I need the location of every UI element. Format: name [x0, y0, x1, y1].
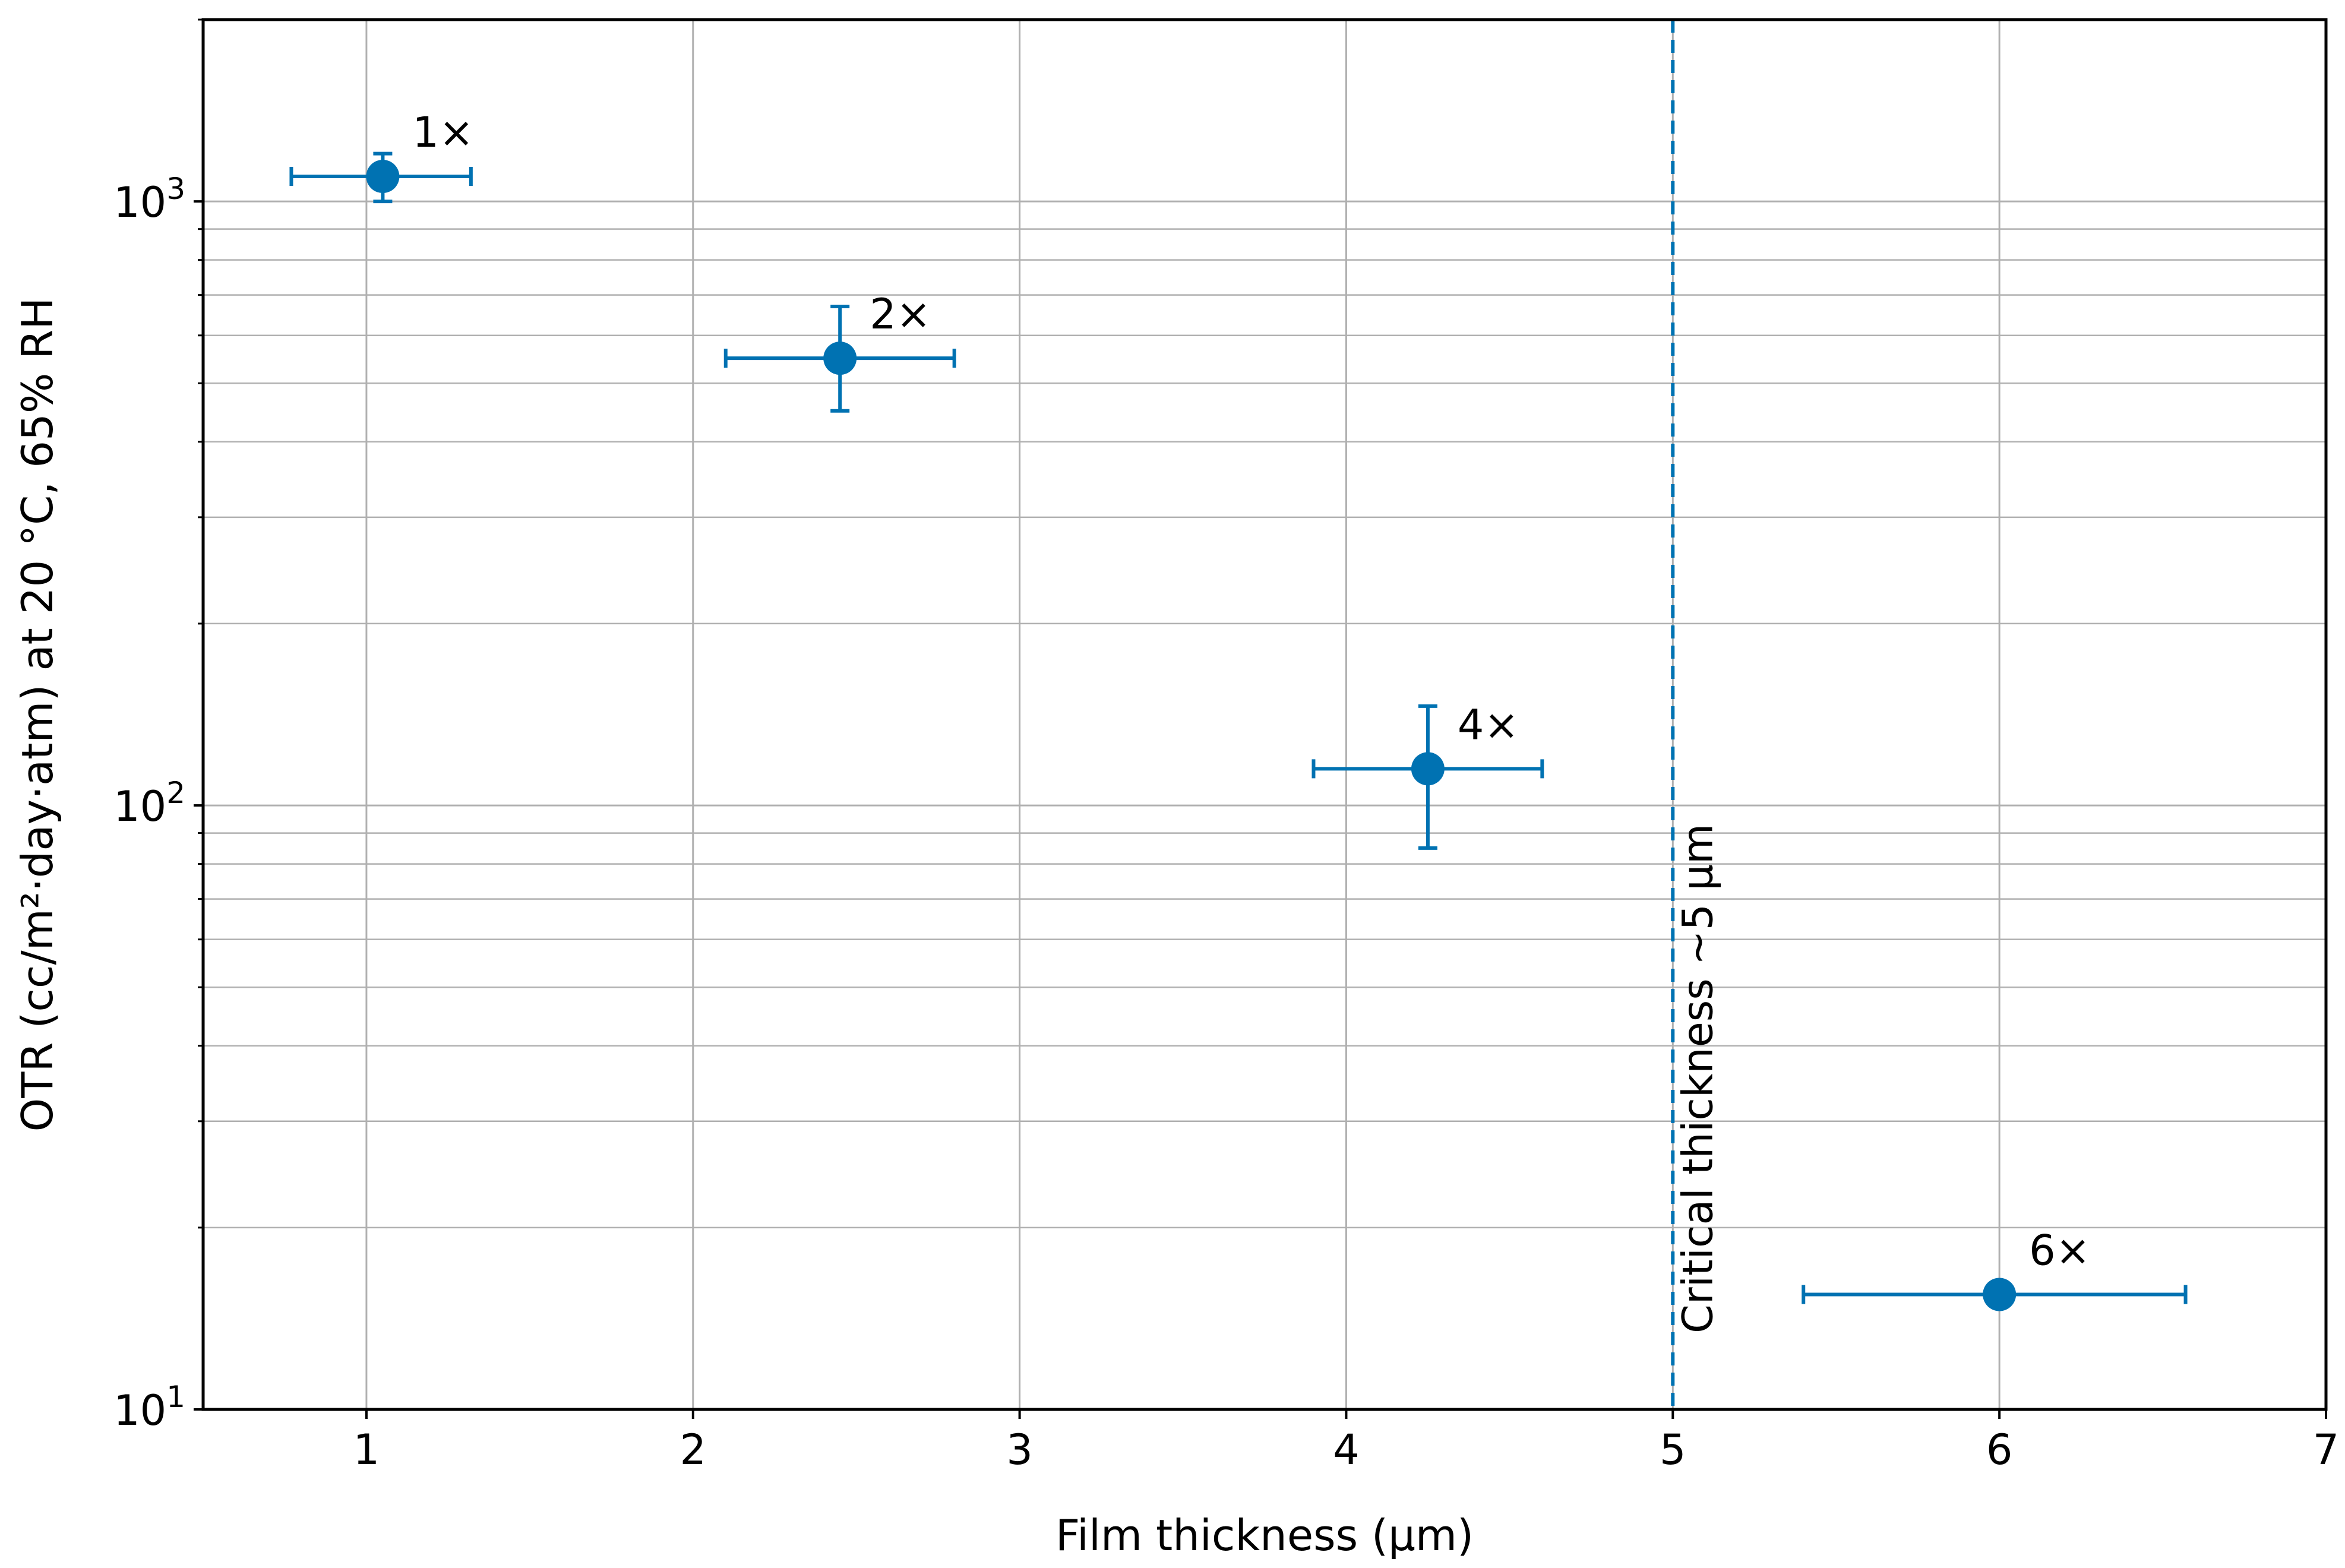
y-tick-label-base: 10	[113, 178, 166, 227]
y-tick-label: 103	[113, 172, 185, 227]
data-point-group: 2×	[723, 290, 956, 413]
plot-frame	[201, 18, 2328, 1411]
data-point-marker	[823, 342, 857, 375]
x-tick-label: 7	[2313, 1425, 2340, 1474]
data-point-marker	[366, 160, 400, 194]
grid-lines	[203, 18, 2327, 1411]
y-axis-label: OTR (cc/m²·day·atm) at 20 °C, 65% RH	[12, 298, 62, 1132]
data-points: 1× 2× 4× 6×	[289, 108, 2188, 1311]
x-tick-label: 6	[1986, 1425, 2013, 1474]
data-point-label: 4×	[1458, 700, 1519, 749]
critical-thickness-label: Critical thickness ~5 µm	[1673, 824, 1722, 1333]
data-point-label: 2×	[870, 290, 931, 339]
x-tick-label: 1	[353, 1425, 380, 1474]
critical-thickness-line-group: Critical thickness ~5 µm	[1671, 20, 1722, 1409]
x-tick-label: 2	[680, 1425, 706, 1474]
y-tick-label-exponent: 1	[166, 1380, 185, 1414]
data-point-group: 4×	[1311, 700, 1544, 850]
x-tick-label: 5	[1660, 1425, 1686, 1474]
data-point-label: 1×	[412, 108, 473, 157]
x-tick-label: 4	[1333, 1425, 1360, 1474]
y-tick-label-base: 10	[113, 782, 166, 831]
y-tick-label-base: 10	[113, 1386, 166, 1435]
x-tick-label: 3	[1006, 1425, 1033, 1474]
data-point-label: 6×	[2029, 1226, 2090, 1275]
x-axis-label: Film thickness (µm)	[1055, 1510, 1474, 1560]
y-tick-label: 101	[113, 1380, 185, 1435]
data-point-marker	[1983, 1278, 2017, 1311]
data-point-group: 1×	[289, 108, 474, 204]
data-point-marker	[1411, 752, 1445, 786]
y-tick-label-exponent: 3	[166, 172, 185, 206]
y-tick-label-exponent: 2	[166, 776, 185, 810]
data-point-group: 6×	[1802, 1226, 2188, 1311]
y-tick-label: 102	[113, 776, 185, 831]
